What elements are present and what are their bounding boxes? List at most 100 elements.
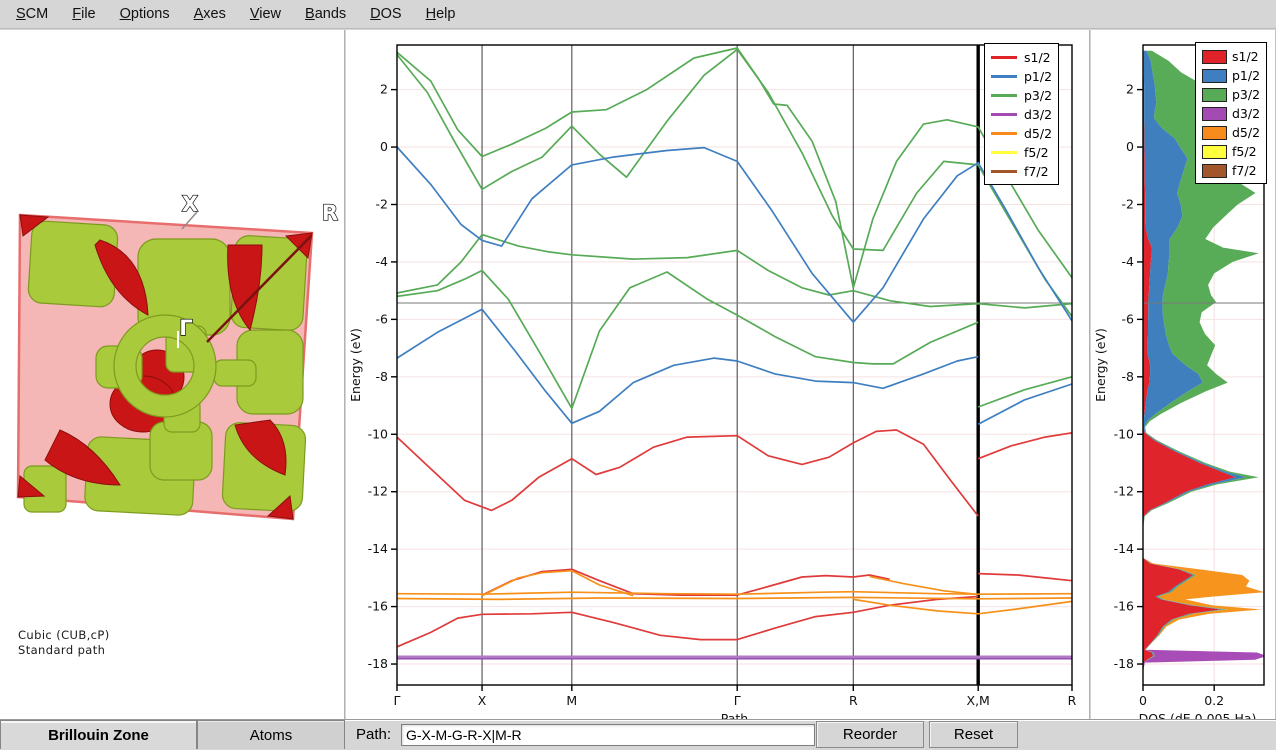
menu-axes[interactable]: Axes [193,6,226,22]
svg-text:DOS (dE 0.005 Ha): DOS (dE 0.005 Ha) [1139,711,1257,719]
legend-label: s1/2 [1232,49,1259,64]
legend-entry-d3-2: d3/2 [1202,104,1260,123]
lattice-caption: Cubic (CUB,cP) Standard path [18,628,110,658]
svg-text:-14: -14 [1114,541,1134,556]
svg-text:-18: -18 [1114,656,1134,671]
legend-entry-p1-2: p1/2 [991,67,1052,86]
svg-text:Energy (eV): Energy (eV) [1093,328,1108,402]
menu-options[interactable]: Options [119,6,170,22]
legend-swatch [1202,106,1227,121]
k-path-line [206,235,312,343]
legend-entry-p3-2: p3/2 [1202,85,1260,104]
legend-label: p1/2 [1024,69,1053,84]
menu-bands[interactable]: Bands [305,6,347,22]
legend-entry-f7-2: f7/2 [991,162,1052,181]
svg-text:R: R [1068,693,1077,708]
svg-text:2: 2 [380,82,388,97]
svg-text:Path: Path [721,711,748,719]
svg-text:-18: -18 [368,656,388,671]
legend-entry-f7-2: f7/2 [1202,161,1260,180]
menu-file[interactable]: File [72,6,96,22]
svg-text:-10: -10 [368,426,388,441]
legend-label: p3/2 [1232,87,1261,102]
legend-entry-f5-2: f5/2 [1202,142,1260,161]
svg-text:0: 0 [1139,693,1147,708]
legend-swatch [1202,68,1227,83]
legend-entry-s1-2: s1/2 [1202,47,1260,66]
legend-entry-d5-2: d5/2 [991,124,1052,143]
svg-text:2: 2 [1126,82,1134,97]
brillouin-zone-3d-view[interactable]: X R Γ [0,30,345,719]
svg-text:-4: -4 [376,254,389,269]
legend-entry-d3-2: d3/2 [991,105,1052,124]
legend-swatch [991,132,1017,135]
x-label-pointer [181,211,198,230]
legend-label: f5/2 [1024,145,1049,160]
label-x-point: X [182,192,198,216]
svg-text:-2: -2 [376,196,388,211]
path-label: Path: [356,726,392,743]
menu-dos[interactable]: DOS [370,6,402,22]
legend-entry-d5-2: d5/2 [1202,123,1260,142]
svg-text:-6: -6 [376,311,389,326]
svg-text:-12: -12 [368,484,388,499]
legend-label: f7/2 [1232,163,1257,178]
legend-label: f5/2 [1232,144,1257,159]
band-structure-plot[interactable]: 2 0 -2 -4 -6 -8 -10 -12 -14 -16 -18 Γ X M Γ R X,M R Path En… [346,30,1090,719]
svg-text:-16: -16 [368,599,388,614]
legend-swatch [991,113,1017,116]
label-r-point: R [322,201,338,225]
legend-swatch [991,75,1017,78]
svg-text:-6: -6 [1122,311,1135,326]
legend-label: d3/2 [1232,106,1261,121]
legend-swatch [991,94,1017,97]
legend-label: d5/2 [1232,125,1261,140]
svg-text:M: M [566,693,577,708]
legend-entry-p3-2: p3/2 [991,86,1052,105]
svg-text:X: X [478,693,487,708]
svg-text:-12: -12 [1114,484,1134,499]
svg-text:X,M: X,M [967,693,990,708]
fermi-surface-red-petals [17,214,313,520]
menu-view[interactable]: View [249,6,282,22]
legend-swatch [991,170,1017,173]
legend-swatch [1202,49,1227,64]
legend-swatch [991,151,1017,154]
legend-swatch [1202,87,1227,102]
svg-text:0: 0 [1126,139,1134,154]
bottom-bar: Brillouin Zone Atoms Path: Reorder Reset [0,719,1276,750]
tab-atoms[interactable]: Atoms [197,720,345,749]
band-structure-panel: 2 0 -2 -4 -6 -8 -10 -12 -14 -16 -18 Γ X M Γ R X,M R Path En… [346,30,1090,719]
svg-text:Energy (eV): Energy (eV) [348,328,363,402]
svg-text:-8: -8 [1122,369,1135,384]
tab-brillouin-zone[interactable]: Brillouin Zone [0,720,197,749]
lattice-path-note: Standard path [18,643,106,657]
legend-swatch [1202,163,1227,178]
brillouin-zone-panel: X R Γ Cubic (CUB,cP) Standard path [0,30,345,719]
dos-plot[interactable]: 2 0 -2 -4 -6 -8 -10 -12 -14 -16 -18 0 0.2 DOS (dE 0.0… [1091,30,1276,719]
menu-scm[interactable]: SCM [16,6,49,22]
svg-text:-2: -2 [1122,196,1134,211]
svg-text:-14: -14 [368,541,388,556]
band-plot-legend: s1/2 p1/2 p3/2 d3/2 d5/2 f5/2 f7/2 [984,43,1060,185]
svg-text:0.2: 0.2 [1204,693,1224,708]
path-input[interactable] [401,724,815,746]
svg-text:-10: -10 [1114,426,1134,441]
legend-swatch [991,56,1017,59]
legend-entry-f5-2: f5/2 [991,143,1052,162]
menu-bar: SCM File Options Axes View Bands DOS Hel… [0,0,1276,29]
dos-panel: 2 0 -2 -4 -6 -8 -10 -12 -14 -16 -18 0 0.2 DOS (dE 0.0… [1091,30,1276,719]
reset-button[interactable]: Reset [929,721,1018,748]
svg-text:Γ: Γ [394,693,401,708]
svg-text:Γ: Γ [734,693,741,708]
legend-entry-p1-2: p1/2 [1202,66,1260,85]
reorder-button[interactable]: Reorder [816,721,924,748]
svg-text:-16: -16 [1114,599,1134,614]
legend-label: p1/2 [1232,68,1261,83]
legend-label: p3/2 [1024,88,1053,103]
menu-help[interactable]: Help [425,6,456,22]
legend-label: s1/2 [1024,50,1051,65]
svg-text:-4: -4 [1122,254,1135,269]
legend-label: d3/2 [1024,107,1053,122]
